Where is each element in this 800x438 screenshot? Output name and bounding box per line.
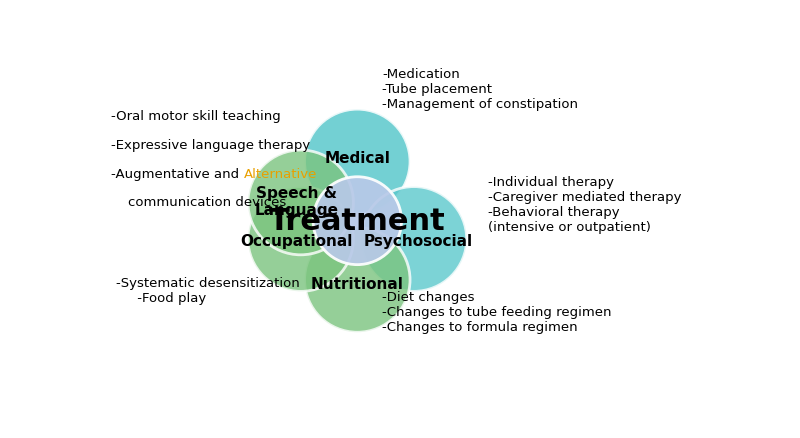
Ellipse shape [248, 187, 354, 292]
Text: -Medication
-Tube placement
-Management of constipation: -Medication -Tube placement -Management … [382, 68, 578, 111]
Text: -Diet changes
-Changes to tube feeding regimen
-Changes to formula regimen: -Diet changes -Changes to tube feeding r… [382, 290, 612, 333]
Text: -Augmentative and: -Augmentative and [111, 167, 243, 180]
Text: Speech &
Language: Speech & Language [254, 186, 338, 218]
Text: -Oral motor skill teaching: -Oral motor skill teaching [111, 110, 281, 123]
Ellipse shape [248, 151, 354, 255]
Text: communication devices: communication devices [111, 196, 286, 209]
Ellipse shape [305, 110, 410, 215]
Text: Medical: Medical [324, 151, 390, 166]
Ellipse shape [313, 177, 402, 265]
Text: Psychosocial: Psychosocial [363, 233, 472, 248]
Text: Treatment: Treatment [269, 207, 446, 236]
Text: -Expressive language therapy: -Expressive language therapy [111, 138, 310, 152]
Ellipse shape [361, 187, 466, 292]
Text: -Individual therapy
-Caregiver mediated therapy
-Behavioral therapy
(intensive o: -Individual therapy -Caregiver mediated … [487, 176, 681, 233]
Text: Alternative: Alternative [243, 167, 317, 180]
Text: Nutritional: Nutritional [311, 277, 404, 292]
Text: -Systematic desensitization
     -Food play: -Systematic desensitization -Food play [115, 277, 299, 305]
Text: Occupational: Occupational [241, 233, 353, 248]
Ellipse shape [305, 228, 410, 332]
